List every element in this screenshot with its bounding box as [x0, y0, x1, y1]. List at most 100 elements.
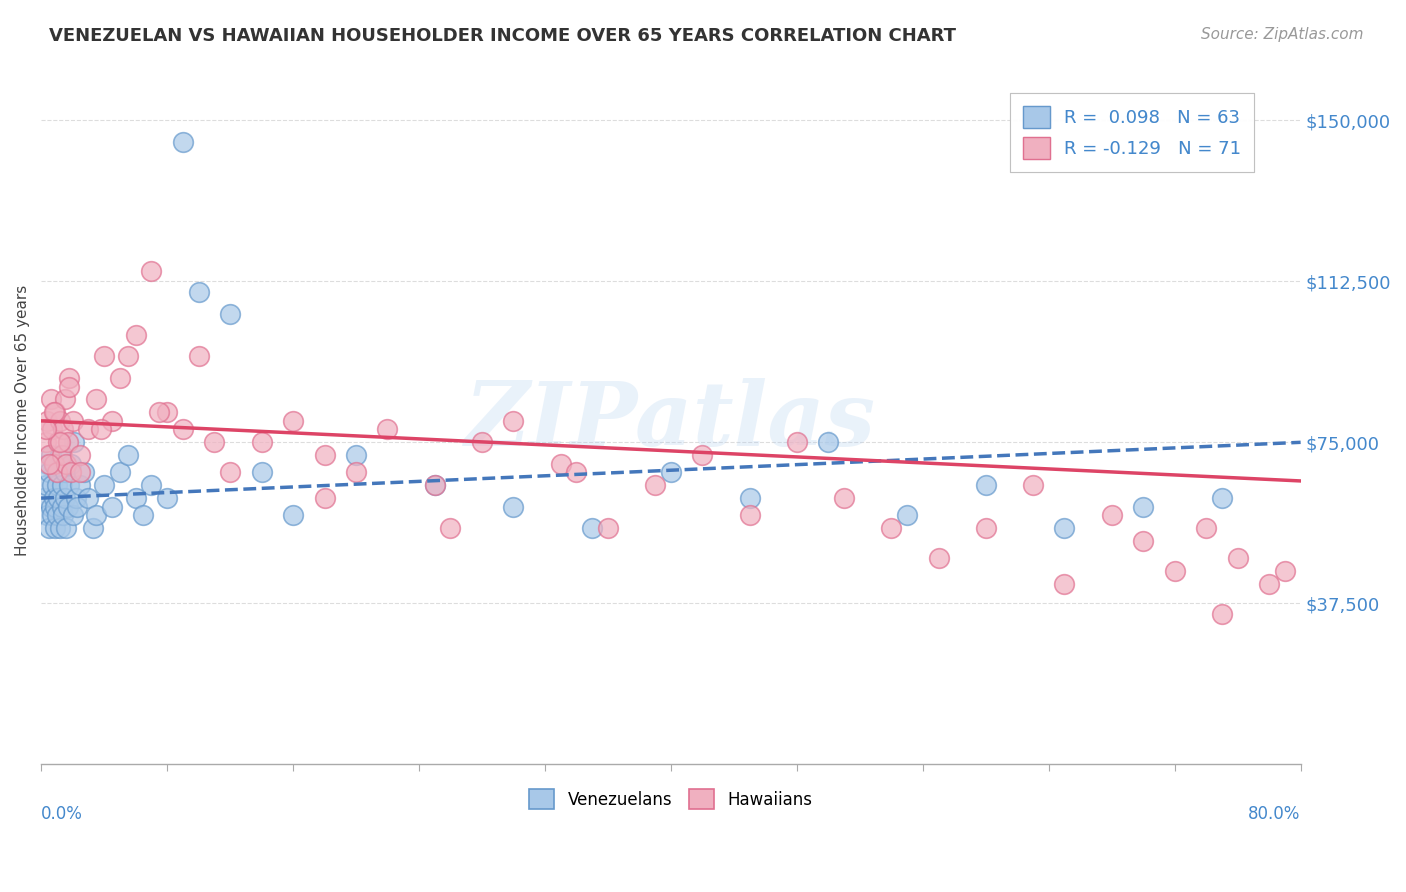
Point [60, 457, 83, 471]
Y-axis label: Householder Income Over 65 years: Householder Income Over 65 years [15, 285, 30, 557]
Point [314, 448, 336, 462]
Point [48, 435, 70, 450]
Point [58, 478, 80, 492]
Point [38, 448, 60, 462]
Point [502, 414, 524, 428]
Point [108, 371, 131, 385]
Point [65, 491, 87, 505]
Point [156, 405, 179, 419]
Point [53, 466, 76, 480]
Point [423, 478, 446, 492]
Point [37, 414, 59, 428]
Point [281, 414, 304, 428]
Point [56, 435, 79, 450]
Point [53, 491, 76, 505]
Point [187, 350, 209, 364]
Point [93, 478, 115, 492]
Point [51, 500, 73, 514]
Point [1226, 551, 1249, 566]
Point [63, 435, 86, 450]
Point [56, 500, 79, 514]
Point [832, 491, 855, 505]
Point [84, 392, 107, 407]
Point [596, 521, 619, 535]
Point [1132, 534, 1154, 549]
Point [84, 508, 107, 523]
Point [471, 435, 494, 450]
Point [58, 371, 80, 385]
Point [53, 392, 76, 407]
Point [344, 448, 367, 462]
Point [817, 435, 839, 450]
Point [58, 379, 80, 393]
Text: 80.0%: 80.0% [1249, 805, 1301, 823]
Point [1022, 478, 1045, 492]
Point [117, 350, 139, 364]
Point [49, 521, 72, 535]
Point [69, 448, 91, 462]
Point [77, 422, 100, 436]
Point [39, 500, 62, 514]
Point [377, 422, 399, 436]
Point [38, 521, 60, 535]
Point [1132, 500, 1154, 514]
Text: Source: ZipAtlas.com: Source: ZipAtlas.com [1201, 27, 1364, 42]
Point [148, 405, 170, 419]
Text: ZIPatlas: ZIPatlas [465, 377, 876, 464]
Point [202, 435, 225, 450]
Point [35, 422, 58, 436]
Point [41, 478, 63, 492]
Point [42, 457, 65, 471]
Point [565, 466, 588, 480]
Point [69, 466, 91, 480]
Point [1163, 564, 1185, 578]
Point [786, 435, 808, 450]
Point [69, 478, 91, 492]
Point [124, 491, 146, 505]
Point [48, 491, 70, 505]
Point [141, 263, 163, 277]
Point [1211, 607, 1233, 621]
Point [219, 306, 242, 320]
Point [1053, 577, 1076, 591]
Point [156, 491, 179, 505]
Point [42, 491, 65, 505]
Point [55, 521, 77, 535]
Point [82, 521, 104, 535]
Point [880, 521, 903, 535]
Point [66, 500, 89, 514]
Point [314, 491, 336, 505]
Point [39, 392, 62, 407]
Point [581, 521, 603, 535]
Point [44, 500, 66, 514]
Point [117, 448, 139, 462]
Point [35, 435, 58, 450]
Point [93, 350, 115, 364]
Point [928, 551, 950, 566]
Point [37, 508, 59, 523]
Point [44, 405, 66, 419]
Point [49, 435, 72, 450]
Point [77, 491, 100, 505]
Point [52, 422, 75, 436]
Point [423, 478, 446, 492]
Point [896, 508, 918, 523]
Point [172, 135, 194, 149]
Point [32, 491, 55, 505]
Point [1101, 508, 1123, 523]
Point [52, 508, 75, 523]
Point [101, 414, 124, 428]
Point [1258, 577, 1281, 591]
Point [42, 405, 65, 419]
Point [344, 466, 367, 480]
Point [45, 508, 67, 523]
Point [1053, 521, 1076, 535]
Point [41, 422, 63, 436]
Point [281, 508, 304, 523]
Point [72, 466, 94, 480]
Point [48, 466, 70, 480]
Point [250, 435, 273, 450]
Point [108, 466, 131, 480]
Point [132, 508, 155, 523]
Point [49, 448, 72, 462]
